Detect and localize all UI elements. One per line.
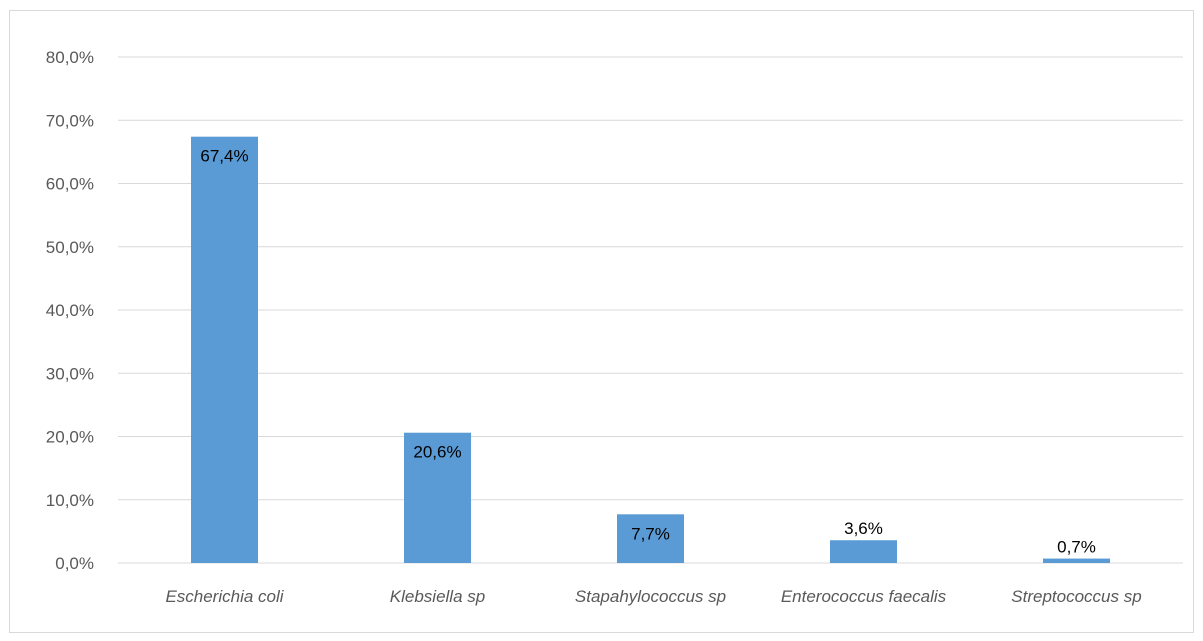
- data-labels: 67,4% 20,6% 7,7% 3,6% 0,7%: [200, 147, 1095, 557]
- y-axis-tick-labels: 0,0% 10,0% 20,0% 30,0% 40,0% 50,0% 60,0% 70,0% 8…: [46, 48, 94, 573]
- y-tick-label: 80,0%: [46, 48, 94, 67]
- y-tick-label: 50,0%: [46, 238, 94, 257]
- x-category-label: Enterococcus faecalis: [781, 587, 947, 606]
- bar: [1043, 558, 1110, 563]
- data-label: 7,7%: [631, 524, 670, 543]
- bar: [404, 432, 471, 563]
- x-category-label: Stapahylococcus sp: [575, 587, 726, 606]
- data-label: 20,6%: [413, 443, 461, 462]
- bar: [617, 514, 684, 563]
- bar: [830, 540, 897, 563]
- y-tick-label: 0,0%: [55, 554, 94, 573]
- x-axis-category-labels: Escherichia coli Klebsiella sp Stapahyloco…: [165, 587, 1141, 606]
- y-tick-label: 20,0%: [46, 428, 94, 447]
- bars: [191, 136, 1110, 563]
- data-label: 3,6%: [844, 519, 883, 538]
- y-tick-label: 10,0%: [46, 491, 94, 510]
- grid-lines: [118, 56, 1183, 564]
- data-label: 67,4%: [200, 147, 248, 166]
- y-tick-label: 40,0%: [46, 301, 94, 320]
- x-category-label: Klebsiella sp: [390, 587, 485, 606]
- y-tick-label: 60,0%: [46, 175, 94, 194]
- x-category-label: Streptococcus sp: [1011, 587, 1141, 606]
- y-tick-label: 70,0%: [46, 111, 94, 130]
- x-category-label: Escherichia coli: [165, 587, 284, 606]
- data-label: 0,7%: [1057, 538, 1096, 557]
- y-tick-label: 30,0%: [46, 364, 94, 383]
- bar: [191, 136, 258, 563]
